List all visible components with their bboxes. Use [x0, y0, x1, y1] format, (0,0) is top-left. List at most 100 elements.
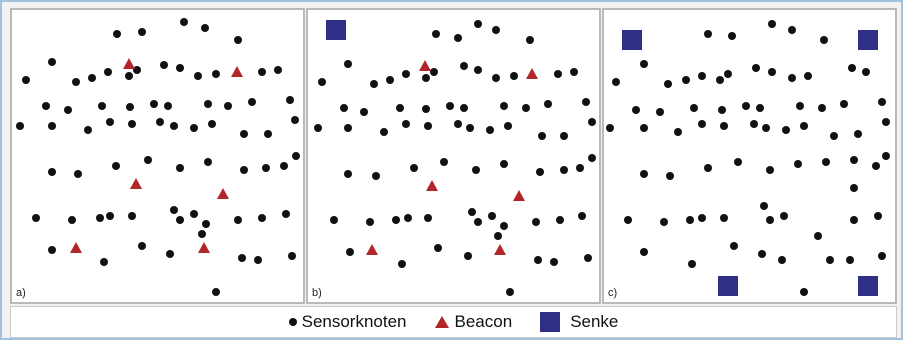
beacon-node — [231, 66, 243, 77]
sensor-node — [176, 216, 184, 224]
sensor-node — [48, 122, 56, 130]
sensor-node — [782, 126, 790, 134]
sensor-node — [138, 28, 146, 36]
sensor-node — [240, 166, 248, 174]
sensor-node — [538, 132, 546, 140]
sensor-node — [742, 102, 750, 110]
sensor-node — [156, 118, 164, 126]
sensor-node — [804, 72, 812, 80]
sensor-node — [686, 216, 694, 224]
beacon-node — [130, 178, 142, 189]
sensor-node — [820, 36, 828, 44]
sensor-node — [176, 64, 184, 72]
sensor-node — [72, 78, 80, 86]
sensor-node — [698, 120, 706, 128]
sensor-node — [344, 60, 352, 68]
sensor-node — [640, 60, 648, 68]
sensor-node — [212, 70, 220, 78]
sensor-node — [201, 24, 209, 32]
sensor-node — [472, 166, 480, 174]
sensor-node — [582, 98, 590, 106]
sensor-node — [632, 106, 640, 114]
sensor-node — [500, 222, 508, 230]
sensor-node — [544, 100, 552, 108]
sensor-node — [330, 216, 338, 224]
sensor-node — [698, 72, 706, 80]
sensor-node — [292, 152, 300, 160]
sensor-node — [100, 258, 108, 266]
sensor-node — [68, 216, 76, 224]
sensor-node — [64, 106, 72, 114]
sensor-node — [830, 132, 838, 140]
sensor-node — [424, 122, 432, 130]
sensor-node — [164, 102, 172, 110]
sensor-node — [704, 30, 712, 38]
sensor-node — [344, 170, 352, 178]
sink-square-icon — [540, 312, 561, 332]
sensor-node — [588, 118, 596, 126]
sensor-node — [198, 230, 206, 238]
sensor-node — [446, 102, 454, 110]
sensor-node — [730, 242, 738, 250]
sensor-node — [788, 74, 796, 82]
sensor-node — [570, 68, 578, 76]
sensor-node — [756, 104, 764, 112]
sensor-node — [778, 256, 786, 264]
sensor-node — [724, 70, 732, 78]
sensor-node — [170, 122, 178, 130]
sensor-node — [720, 214, 728, 222]
sensor-node — [734, 158, 742, 166]
panel-b-canvas — [314, 20, 596, 296]
panel-a-canvas — [16, 18, 300, 296]
sensor-node — [166, 250, 174, 258]
sensor-node — [48, 58, 56, 66]
sensor-node — [234, 216, 242, 224]
sensor-node — [486, 126, 494, 134]
sink-node — [718, 276, 738, 296]
sensor-node — [850, 156, 858, 164]
beacon-node — [366, 244, 378, 255]
sensor-node — [212, 288, 220, 296]
sensor-node — [125, 72, 133, 80]
sensor-node — [704, 164, 712, 172]
sensor-node — [113, 30, 121, 38]
sensor-node — [752, 64, 760, 72]
sensor-node — [874, 212, 882, 220]
sensor-node — [190, 124, 198, 132]
sensor-node — [466, 124, 474, 132]
sensor-node — [454, 34, 462, 42]
beacon-node — [526, 68, 538, 79]
sensor-node — [766, 216, 774, 224]
sensor-node — [106, 212, 114, 220]
legend-beacon-label: Beacon — [454, 312, 513, 331]
sensor-node — [474, 20, 482, 28]
sensor-node — [872, 162, 880, 170]
sensor-node — [190, 210, 198, 218]
sensor-node — [402, 120, 410, 128]
sensor-node — [500, 102, 508, 110]
sensor-node — [42, 102, 50, 110]
sensor-node — [878, 98, 886, 106]
sensor-node — [660, 218, 668, 226]
sensor-node — [624, 216, 632, 224]
sensor-node — [370, 80, 378, 88]
sensor-node — [404, 214, 412, 222]
sensor-node — [826, 256, 834, 264]
sensor-node — [878, 252, 886, 260]
panel-b: b) — [306, 8, 601, 304]
sensor-node — [392, 216, 400, 224]
legend: Sensorknoten Beacon Senke — [10, 306, 897, 338]
sensor-node — [88, 74, 96, 82]
sensor-node — [274, 66, 282, 74]
sensor-node — [506, 288, 514, 296]
sensor-node — [112, 162, 120, 170]
sensor-node — [494, 232, 502, 240]
sensor-node — [760, 202, 768, 210]
panels-row: a) b) c) — [10, 8, 897, 304]
legend-sink: Senke — [540, 312, 618, 332]
sensor-node — [768, 68, 776, 76]
sink-node — [326, 20, 346, 40]
beacon-node — [494, 244, 506, 255]
sensor-node — [386, 76, 394, 84]
